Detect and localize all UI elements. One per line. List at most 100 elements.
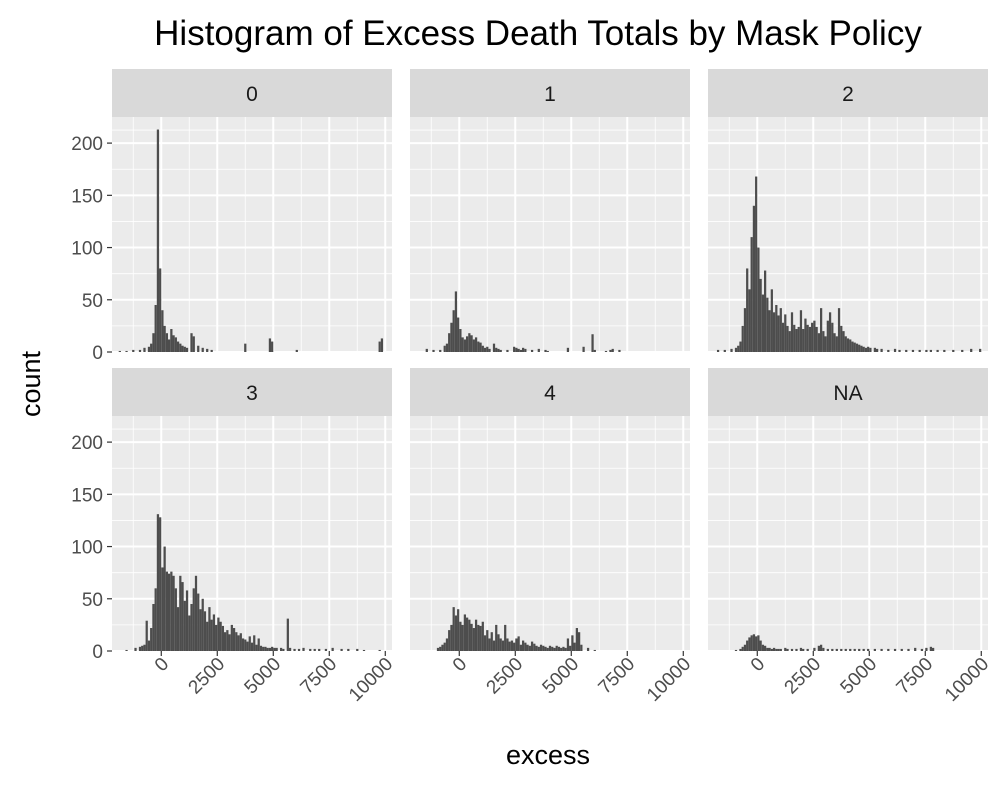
histogram-bar [271,646,274,651]
histogram-bar [454,615,458,651]
histogram-bar [911,349,915,352]
histogram-bar [255,644,258,651]
histogram-bar [241,638,245,651]
histogram-bar [548,645,552,651]
histogram-bar [562,646,565,651]
histogram-bar [743,308,747,352]
histogram-bar [443,642,446,651]
histogram-bar [560,647,563,651]
histogram-bar [867,346,870,352]
histogram-bar [781,322,785,352]
histogram-bar [739,341,742,352]
histogram-bar [468,619,471,651]
histogram-bar [544,646,547,651]
histogram-bar [748,637,751,651]
histogram-bar [784,647,787,651]
histogram-bar [168,573,171,651]
histogram-bar [564,647,567,651]
histogram-bar [755,176,758,352]
histogram-bar [206,348,209,352]
histogram-bar [183,600,186,651]
histogram-bar [293,648,296,651]
histogram-bar [201,598,204,651]
histogram-bar [152,604,155,651]
y-tick-label: 200 [71,134,103,155]
histogram-bar [849,339,852,352]
histogram-bar [873,648,876,651]
y-tick-label: 100 [71,538,103,559]
histogram-bar [210,349,213,352]
histogram-bar [748,289,751,352]
histogram-bar [826,320,829,352]
histogram-bar [578,632,581,651]
facet-strip-label: NA [833,382,862,405]
histogram-bars [118,129,384,352]
histogram-bar [143,347,146,352]
histogram-bar [766,297,769,352]
histogram-bar [591,334,594,352]
histogram-bar [862,346,865,352]
histogram-bar [230,624,233,651]
histogram-bar [161,310,164,352]
histogram-bar [479,625,482,651]
x-tick-label: 5000 [837,654,882,699]
histogram-bar [138,349,142,352]
histogram-bar [802,648,805,651]
panel-background [410,117,690,352]
histogram-bar [248,636,251,651]
histogram-bar [170,329,173,352]
histogram-bar [858,648,861,651]
histogram-bar [461,337,464,352]
histogram-bar [770,289,773,352]
histogram-bar [118,350,121,352]
histogram-bar [822,647,825,651]
histogram-bar [775,648,778,651]
histogram-bar [499,638,502,651]
facet-panel-1: 1 [410,69,690,353]
histogram-bar [900,648,903,651]
x-tick-label: 0 [747,654,769,676]
histogram-bar [786,325,789,352]
histogram-bar [226,630,229,651]
histogram-bar [425,348,428,352]
histogram-bar [219,621,222,651]
histogram-bar [125,649,128,651]
histogram-bar [483,635,487,651]
histogram-bar [618,349,621,352]
histogram-bar [790,312,794,352]
histogram-bar [174,337,177,352]
histogram-bar [757,635,760,651]
y-tick-label: 200 [71,433,103,454]
y-tick-label: 50 [82,291,103,312]
histogram-bar [609,349,612,352]
histogram-bar [143,644,146,651]
histogram-bar [170,571,173,651]
histogram-bar [864,347,868,352]
histogram-bar [472,628,475,651]
facet-panel-4: 4 0 2500 5000 7500 10000 [410,368,695,706]
histogram-bar [145,620,148,651]
histogram-bar [150,628,153,651]
facet-strip-label: 4 [544,382,556,405]
histogram-bar [573,642,576,651]
histogram-bar [215,624,218,651]
histogram-bar [537,348,540,352]
histogram-bar [378,341,381,352]
histogram-bar [586,647,590,651]
x-tick-label: 5000 [241,654,286,699]
histogram-bar [929,646,932,651]
x-tick-label: 10000 [345,654,397,706]
histogram-bar [828,312,832,352]
histogram-bar [172,575,175,651]
histogram-bar [244,343,247,352]
histogram-bar [522,640,525,651]
histogram-bar [772,647,776,651]
histogram-bar [737,345,740,352]
histogram-bar [811,322,814,352]
histogram-bar [553,647,556,651]
histogram-bar [159,517,162,651]
facet-panel-2: 2 [708,69,988,353]
histogram-bar [224,632,227,651]
histogram-bar [887,648,890,651]
histogram-bar [125,350,128,352]
